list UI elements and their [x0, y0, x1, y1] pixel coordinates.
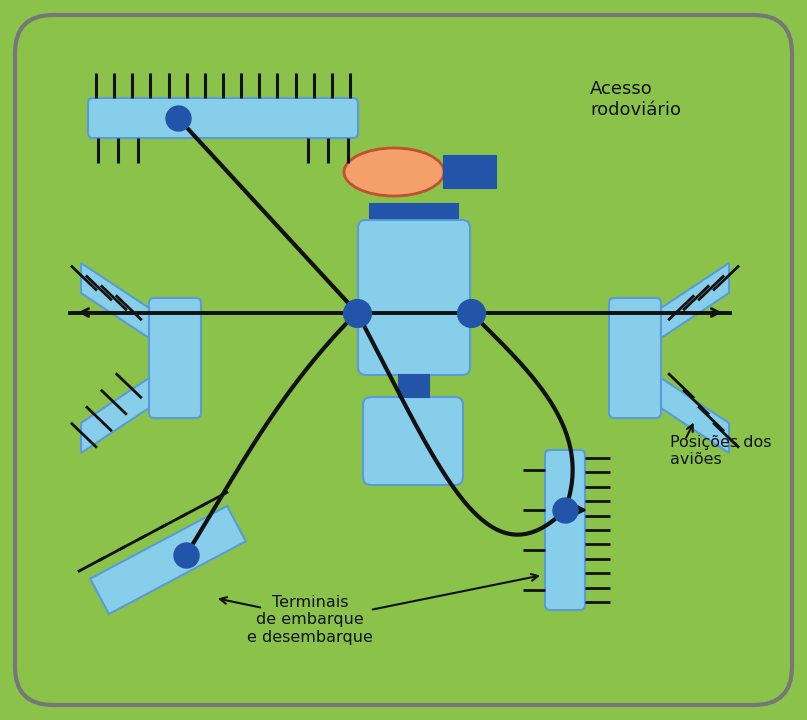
- Polygon shape: [81, 378, 149, 453]
- FancyBboxPatch shape: [88, 98, 358, 138]
- FancyBboxPatch shape: [545, 450, 585, 610]
- FancyBboxPatch shape: [363, 397, 463, 485]
- Bar: [370, 204, 458, 218]
- FancyBboxPatch shape: [358, 220, 470, 375]
- FancyBboxPatch shape: [15, 15, 792, 705]
- Polygon shape: [661, 378, 729, 453]
- Bar: [399, 375, 429, 397]
- Bar: [444, 156, 496, 188]
- FancyBboxPatch shape: [149, 298, 201, 418]
- Text: Acesso
rodoviário: Acesso rodoviário: [590, 80, 681, 119]
- FancyBboxPatch shape: [609, 298, 661, 418]
- Polygon shape: [661, 263, 729, 338]
- Ellipse shape: [344, 148, 444, 196]
- Text: Terminais
de embarque
e desembarque: Terminais de embarque e desembarque: [247, 595, 373, 645]
- Polygon shape: [90, 506, 246, 614]
- Text: Posições dos
aviões: Posições dos aviões: [670, 435, 771, 467]
- Polygon shape: [81, 263, 149, 338]
